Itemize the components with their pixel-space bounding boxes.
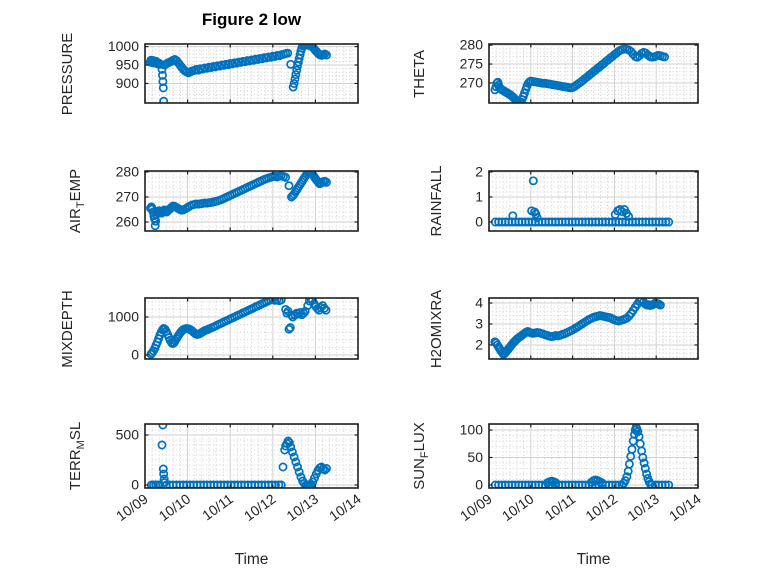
y-tick-label: 2 [475, 337, 483, 353]
x-tick-label: 10/13 [624, 490, 662, 524]
subplot-air-temp: 260 270 280 AIRTEMP [67, 164, 359, 233]
x-tick-label: 10/12 [582, 490, 620, 524]
y-axis-label: SUNFLUX [411, 422, 431, 490]
x-axis-label-right: Time [576, 551, 611, 568]
x-tick-label: 10/09 [457, 490, 495, 524]
y-tick-label: 0 [131, 477, 139, 493]
y-tick-label: 1 [475, 189, 483, 205]
x-tick-label: 10/10 [156, 490, 194, 524]
minor-grid [489, 298, 698, 359]
axes-box [488, 423, 699, 489]
y-axis-label: AIRTEMP [67, 169, 87, 233]
scatter-points [490, 298, 665, 359]
scatter-points [490, 44, 670, 103]
y-tick-label: 900 [116, 75, 140, 91]
axes-box [488, 43, 699, 104]
scatter-points [145, 44, 331, 103]
y-tick-label: 50 [467, 449, 483, 465]
subplot-rainfall: 0 1 2 RAINFALL [428, 164, 699, 237]
axes-box [488, 170, 699, 232]
scatter-points [490, 176, 674, 227]
axes-box [144, 423, 359, 489]
y-tick-label: 1000 [108, 38, 139, 54]
axes-box [488, 297, 699, 360]
y-tick-label: 100 [460, 422, 484, 438]
tick-marks [488, 298, 699, 359]
scatter-points [146, 298, 331, 359]
x-tick-label: 10/12 [241, 490, 279, 524]
y-tick-label: 2 [475, 164, 483, 180]
y-tick-label: 4 [475, 295, 483, 311]
scatter-points [146, 424, 331, 488]
y-tick-label: 280 [116, 164, 140, 180]
x-tick-label: 10/11 [199, 490, 236, 523]
figure-title: Figure 2 low [201, 10, 302, 29]
subplot-pressure: 900 950 1000 PRESSURE [59, 33, 359, 116]
y-tick-label: 0 [131, 347, 139, 363]
y-axis-label: RAINFALL [428, 166, 445, 237]
y-tick-label: 1000 [108, 309, 139, 325]
y-tick-label: 500 [116, 427, 140, 443]
x-tick-label: 10/14 [326, 490, 364, 524]
axes-box [144, 43, 359, 104]
axes-box [144, 297, 359, 360]
y-axis-label: THETA [411, 50, 428, 98]
x-tick-label: 10/10 [499, 490, 537, 524]
tick-marks [144, 44, 359, 103]
y-tick-label: 270 [116, 189, 140, 205]
tick-marks [488, 44, 699, 103]
y-tick-label: 950 [116, 57, 140, 73]
minor-grid [489, 424, 698, 488]
y-axis-label: TERRMSL [67, 422, 87, 490]
minor-grid [145, 424, 358, 488]
minor-grid [489, 171, 698, 231]
y-tick-label: 0 [475, 214, 483, 230]
tick-marks [144, 171, 359, 231]
x-tick-label: 10/14 [666, 490, 704, 524]
y-axis-label: PRESSURE [59, 33, 76, 116]
subplot-h2omixra: 2 3 4 H2OMIXRA [428, 290, 699, 368]
x-tick-label: 10/11 [541, 490, 578, 523]
scatter-points [490, 424, 674, 488]
axes-box [144, 170, 359, 232]
y-axis-label: MIXDEPTH [59, 290, 76, 368]
y-tick-label: 260 [116, 214, 140, 230]
y-tick-label: 3 [475, 316, 483, 332]
subplot-sun-flux: 0 50 100 10/09 10/10 10/11 10/12 10/13 10/14 SUNF… [411, 422, 704, 525]
y-axis-label: H2OMIXRA [428, 290, 445, 368]
y-tick-label: 0 [475, 477, 483, 493]
y-tick-label: 275 [460, 56, 484, 72]
y-tick-label: 280 [460, 37, 484, 53]
x-tick-label: 10/13 [283, 490, 321, 524]
subplot-theta: 270 275 280 THETA [411, 37, 699, 104]
subplot-mixdepth: 0 1000 MIXDEPTH [59, 290, 359, 368]
subplot-terr-msl: 0 500 10/09 10/10 10/11 10/12 10/13 10/14 TERRMS… [67, 422, 364, 524]
tick-marks [488, 171, 699, 231]
tick-marks [144, 424, 359, 488]
x-tick-label: 10/09 [113, 490, 151, 524]
scatter-points [146, 171, 331, 231]
tick-marks [144, 298, 359, 359]
tick-marks [488, 424, 699, 488]
x-axis-label-left: Time [234, 551, 269, 568]
y-tick-label: 270 [460, 75, 484, 91]
